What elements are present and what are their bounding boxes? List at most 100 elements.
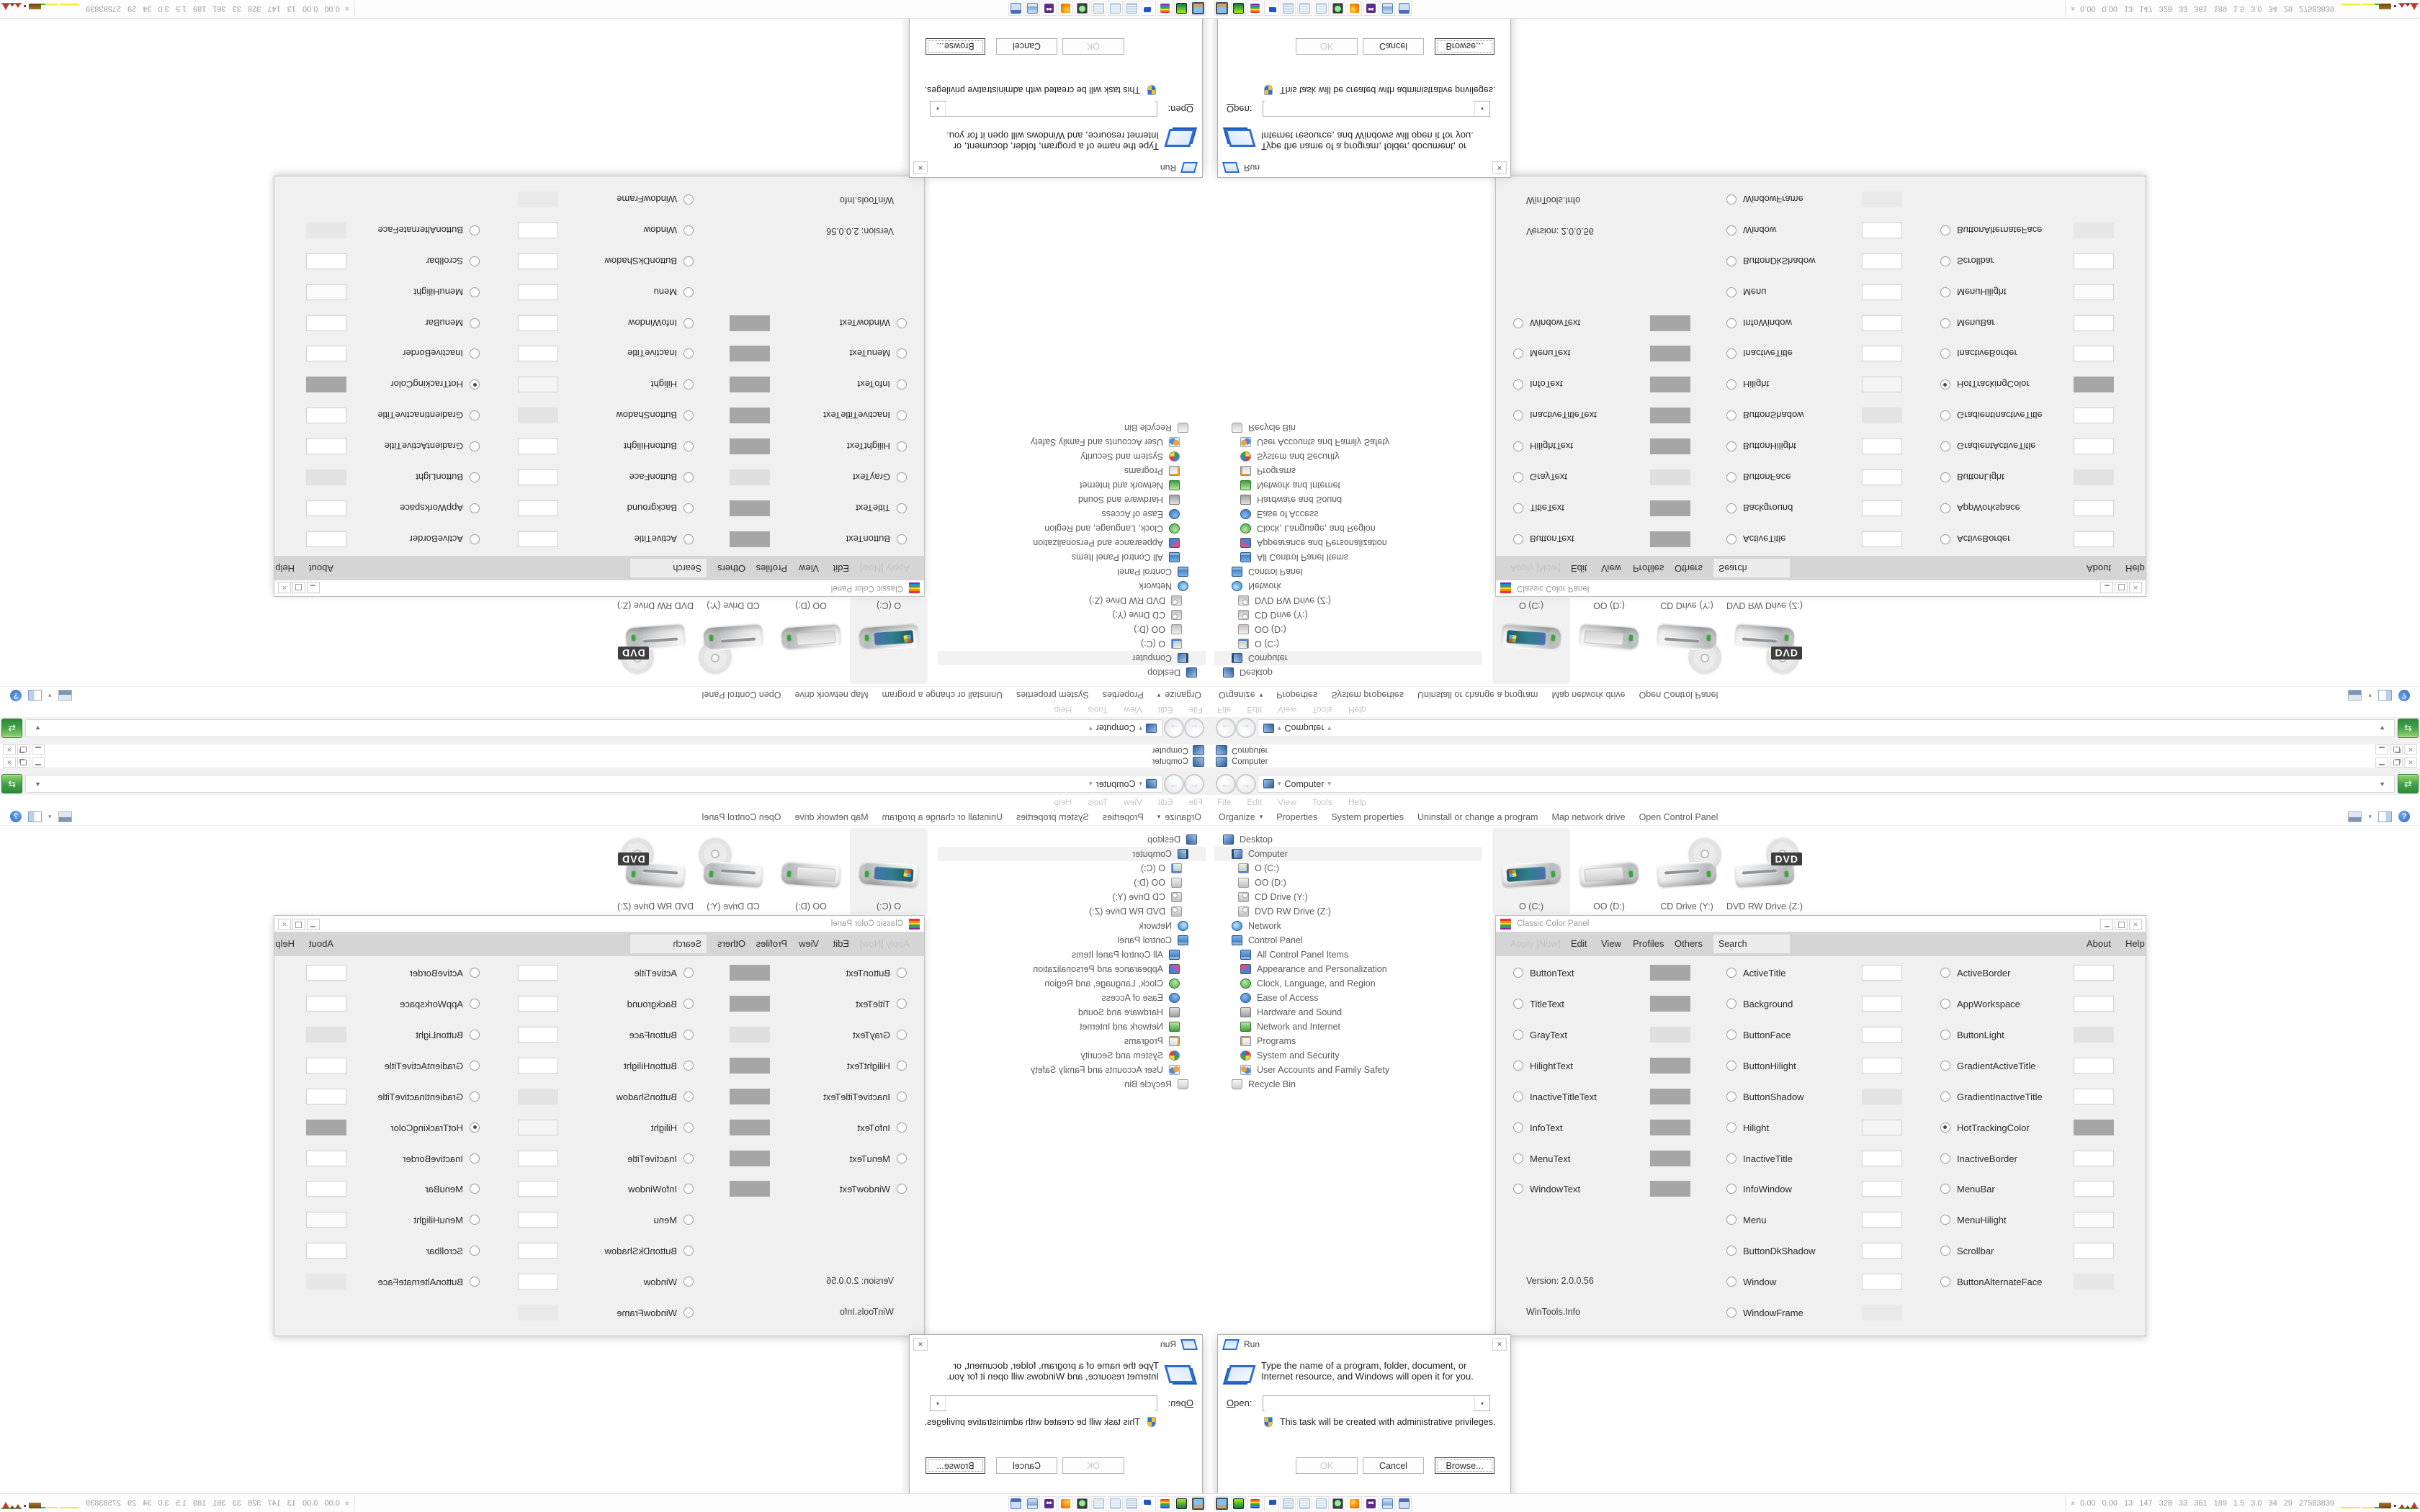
cancel-button[interactable]: Cancel (996, 38, 1057, 55)
color-swatch[interactable] (1650, 500, 1690, 516)
rainbow-panel-icon[interactable] (1247, 1, 1263, 16)
radio-button[interactable] (684, 348, 694, 359)
notepad-icon[interactable] (1091, 1, 1106, 16)
radio-button[interactable] (684, 503, 694, 513)
thumbnail-view-icon[interactable] (2348, 690, 2362, 701)
radio-button[interactable] (1513, 472, 1523, 482)
menu-view[interactable]: View (1601, 563, 1621, 574)
color-swatch[interactable] (2074, 1058, 2114, 1074)
radio-button[interactable] (470, 1030, 480, 1040)
window-frame-icon[interactable] (1008, 1496, 1023, 1511)
color-swatch[interactable] (730, 1089, 770, 1104)
ok-button[interactable]: OK (1062, 38, 1124, 55)
radio-button[interactable] (1940, 1030, 1950, 1040)
maximize-button[interactable] (2115, 919, 2128, 930)
browse-button[interactable]: Browse... (1435, 38, 1494, 55)
color-swatch[interactable] (2074, 500, 2114, 516)
notepad-icon[interactable] (1297, 1496, 1312, 1511)
open-input[interactable] (1265, 1397, 1474, 1411)
menu-help[interactable]: Help (1054, 705, 1072, 716)
radio-button[interactable] (1940, 999, 1950, 1009)
display-photo-icon[interactable] (1191, 1, 1206, 16)
color-swatch[interactable] (306, 996, 346, 1012)
color-swatch[interactable] (2074, 1274, 2114, 1290)
apply-button[interactable]: Apply [Now] (859, 563, 910, 574)
radio-button[interactable] (1513, 318, 1523, 328)
tree-item-programs[interactable]: Programs (1214, 464, 1482, 478)
floppy-64-icon[interactable] (1264, 1496, 1279, 1511)
tree-item-programs[interactable]: Programs (938, 464, 1206, 478)
color-swatch[interactable] (1862, 377, 1902, 392)
radio-button[interactable] (1726, 1308, 1736, 1318)
drive-tile-c[interactable]: O (C:) (1492, 598, 1570, 684)
menu-profiles[interactable]: Profiles (756, 563, 787, 574)
tree-item-appearance[interactable]: Appearance and Personalization (1214, 962, 1482, 976)
radio-button[interactable] (1940, 1277, 1950, 1287)
drive-tile-d[interactable]: OO (D:) (772, 828, 850, 914)
color-swatch[interactable] (1862, 1181, 1902, 1197)
open-input[interactable] (1265, 101, 1474, 115)
thumbnail-view-icon[interactable] (58, 811, 72, 822)
color-swatch[interactable] (1650, 1089, 1690, 1104)
radio-button[interactable] (1940, 534, 1950, 544)
tree-item-computer[interactable]: Computer (1214, 847, 1482, 861)
radio-button[interactable] (1726, 287, 1736, 297)
radio-button[interactable] (1940, 1246, 1950, 1256)
color-swatch[interactable] (306, 965, 346, 981)
computer-monitor-icon[interactable] (1380, 1, 1395, 16)
tree-item-recycle-bin[interactable]: Recycle Bin (1214, 1077, 1482, 1092)
radio-button[interactable] (1940, 410, 1950, 420)
color-swatch[interactable] (1862, 1243, 1902, 1259)
preview-pane-icon[interactable] (28, 690, 42, 701)
back-button[interactable]: ← (1216, 774, 1236, 794)
radio-button[interactable] (684, 1246, 694, 1256)
tree-item-system-security[interactable]: System and Security (1214, 449, 1482, 464)
color-swatch[interactable] (1650, 377, 1690, 392)
tree-item-control-panel[interactable]: Control Panel (938, 564, 1206, 579)
breadcrumb[interactable]: Computer (1284, 778, 1325, 789)
color-swatch[interactable] (730, 531, 770, 547)
close-button[interactable]: ✕ (913, 1338, 928, 1351)
radio-button[interactable] (897, 410, 907, 420)
color-swatch[interactable] (306, 1274, 346, 1290)
drive-tile-d[interactable]: OO (D:) (1570, 828, 1648, 914)
color-swatch[interactable] (730, 996, 770, 1012)
tree-item-ease-of-access[interactable]: Ease of Access (1214, 991, 1482, 1005)
radio-button[interactable] (1726, 1030, 1736, 1040)
color-swatch[interactable] (518, 469, 558, 485)
combo-dropdown-icon[interactable]: ▾ (931, 1396, 946, 1410)
uninstall-button[interactable]: Uninstall or change a program (1417, 690, 1538, 701)
tree-item-all-cp-items[interactable]: All Control Panel Items (1214, 948, 1482, 962)
radio-button[interactable] (1726, 410, 1736, 420)
tree-item-programs[interactable]: Programs (938, 1034, 1206, 1048)
chevron-down-icon[interactable]: ▾ (48, 812, 52, 820)
radio-button[interactable] (1726, 1246, 1736, 1256)
ok-button[interactable]: OK (1062, 1457, 1124, 1474)
radio-button[interactable] (1513, 999, 1523, 1009)
color-swatch[interactable] (1862, 500, 1902, 516)
drive-tile-dvd[interactable]: DVD DVD RW Drive (Z:) (1726, 598, 1803, 684)
tree-item-all-cp-items[interactable]: All Control Panel Items (1214, 550, 1482, 564)
radio-button[interactable] (1726, 1215, 1736, 1225)
color-swatch[interactable] (730, 315, 770, 331)
color-swatch[interactable] (518, 408, 558, 423)
tree-item-drive-c[interactable]: O (C:) (1214, 861, 1482, 876)
tree-item-appearance[interactable]: Appearance and Personalization (938, 962, 1206, 976)
open-combobox[interactable]: ▾ (1263, 1395, 1490, 1411)
close-button[interactable]: ✕ (2129, 919, 2142, 930)
radio-button[interactable] (684, 379, 694, 390)
color-swatch[interactable] (1650, 1181, 1690, 1197)
properties-button[interactable]: Properties (1102, 811, 1144, 822)
radio-button[interactable] (1726, 534, 1736, 544)
color-swatch[interactable] (1862, 1120, 1902, 1135)
menu-file[interactable]: File (1188, 796, 1203, 807)
color-swatch[interactable] (730, 1181, 770, 1197)
radio-button[interactable] (470, 410, 480, 420)
color-swatch[interactable] (1650, 1058, 1690, 1074)
color-swatch[interactable] (2074, 531, 2114, 547)
address-bar[interactable]: ▾ Computer ▾ ▼ ⇄ (1258, 719, 2419, 738)
radio-button[interactable] (684, 1030, 694, 1040)
rainbow-panel-icon[interactable] (1157, 1, 1173, 16)
system-properties-button[interactable]: System properties (1016, 811, 1089, 822)
minimize-button[interactable] (32, 757, 45, 768)
